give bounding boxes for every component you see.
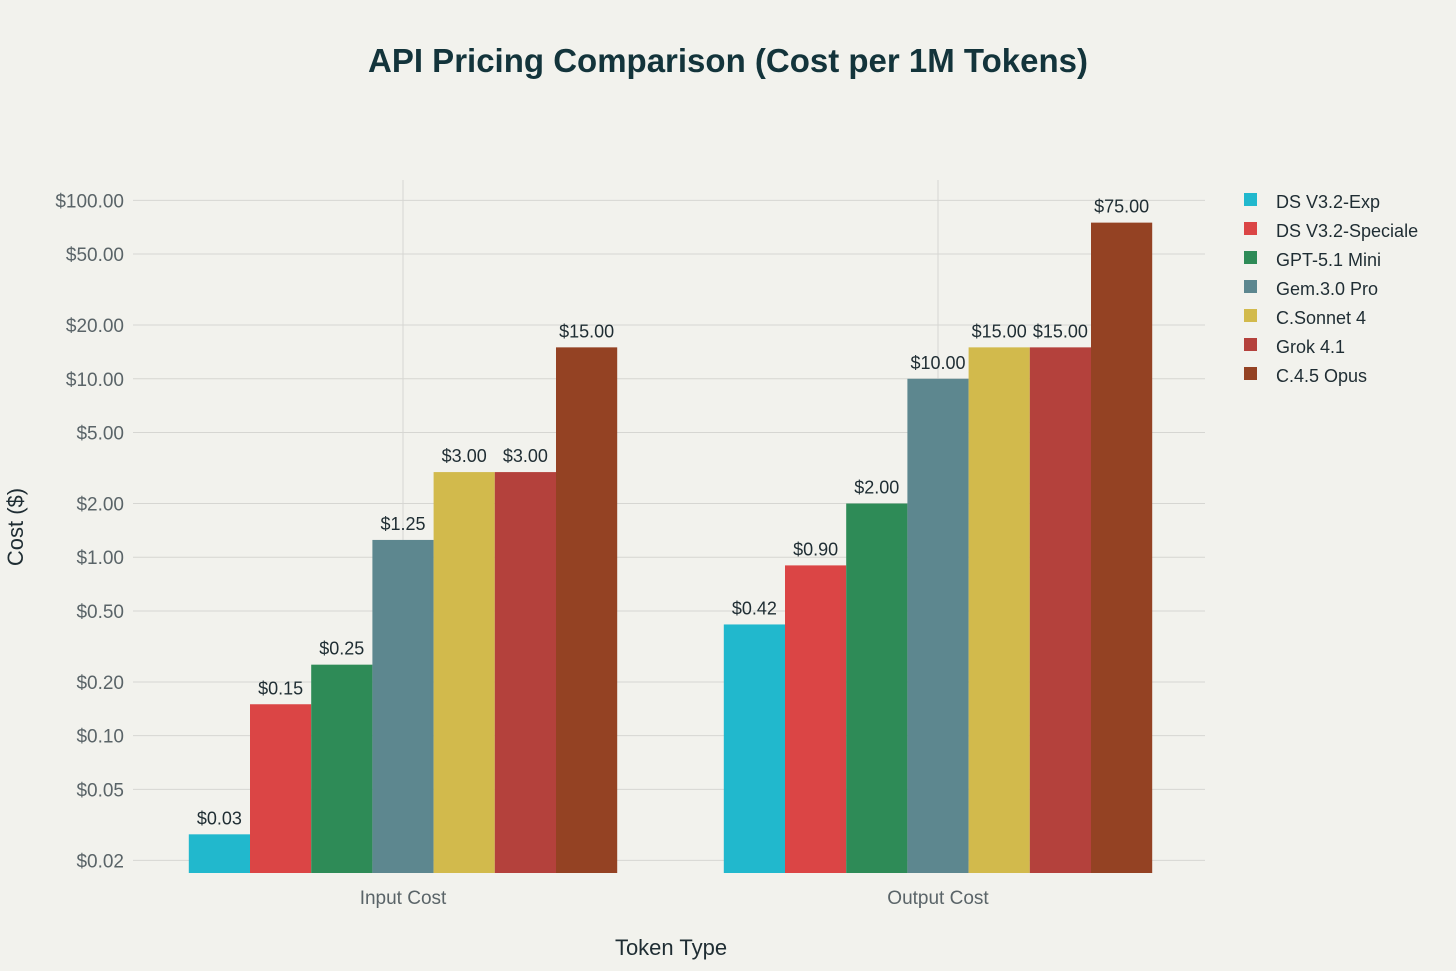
x-axis-title: Token Type xyxy=(615,935,727,960)
y-tick-label: $2.00 xyxy=(76,495,124,516)
bar xyxy=(1029,347,1091,873)
legend-swatch xyxy=(1244,367,1257,380)
bar xyxy=(188,834,250,873)
y-tick-label: $5.00 xyxy=(76,423,124,444)
bar xyxy=(372,539,434,873)
bar xyxy=(723,624,785,873)
bar xyxy=(1091,222,1153,873)
y-tick-label: $0.02 xyxy=(76,851,124,872)
bar xyxy=(785,565,847,873)
bar-value-label: $0.25 xyxy=(319,639,364,659)
y-tick-label: $0.50 xyxy=(76,602,124,623)
y-tick-label: $50.00 xyxy=(66,245,124,266)
y-tick-label: $100.00 xyxy=(55,191,124,212)
bar-value-label: $0.42 xyxy=(732,598,777,618)
legend-entry: C.4.5 Opus xyxy=(1276,366,1367,386)
chart-title: API Pricing Comparison (Cost per 1M Toke… xyxy=(368,42,1088,79)
bar-value-label: $3.00 xyxy=(442,446,487,466)
bar-value-label: $1.25 xyxy=(380,514,425,534)
y-tick-label: $0.05 xyxy=(76,780,124,801)
y-tick-label: $0.20 xyxy=(76,673,124,694)
legend-entry: GPT-5.1 Mini xyxy=(1276,250,1381,270)
bar-value-label: $0.03 xyxy=(197,808,242,828)
legend-swatch xyxy=(1244,251,1257,264)
bar xyxy=(556,347,618,873)
bar xyxy=(250,704,312,873)
bar-value-label: $2.00 xyxy=(854,478,899,498)
legend-swatch xyxy=(1244,222,1257,235)
legend: DS V3.2-Exp DS V3.2-Speciale GPT-5.1 Mini G… xyxy=(1244,192,1418,386)
x-tick-label: Output Cost xyxy=(887,888,989,909)
legend-entry: DS V3.2-Speciale xyxy=(1276,221,1418,241)
bar-value-label: $0.15 xyxy=(258,678,303,698)
bar-labels: $0.03 $0.42 $0.15 $0.90 $0.25 $2.00 $1.25 $10.0… xyxy=(197,197,1149,829)
bar-value-label: $10.00 xyxy=(910,353,965,373)
legend-entry: Grok 4.1 xyxy=(1276,337,1345,357)
bar-value-label: $75.00 xyxy=(1094,197,1149,217)
y-axis-ticks: $0.02 $0.05 $0.10 $0.20 $0.50 $1.00 $2.00 $5.00… xyxy=(55,191,124,872)
bars xyxy=(188,222,1153,873)
bar xyxy=(846,503,908,873)
bar-value-label: $15.00 xyxy=(1033,321,1088,341)
bar xyxy=(311,664,373,873)
legend-swatch xyxy=(1244,193,1257,206)
legend-swatch xyxy=(1244,338,1257,351)
bar-value-label: $15.00 xyxy=(559,321,614,341)
y-tick-label: $1.00 xyxy=(76,548,124,569)
bar xyxy=(494,472,556,873)
x-tick-label: Input Cost xyxy=(360,888,447,909)
bar-value-label: $0.90 xyxy=(793,539,838,559)
legend-swatch xyxy=(1244,280,1257,293)
bar-value-label: $15.00 xyxy=(972,321,1027,341)
y-tick-label: $10.00 xyxy=(66,370,124,391)
bar xyxy=(433,472,495,873)
legend-entry: DS V3.2-Exp xyxy=(1276,192,1380,212)
legend-entry: C.Sonnet 4 xyxy=(1276,308,1366,328)
bar-value-label: $3.00 xyxy=(503,446,548,466)
legend-entry: Gem.3.0 Pro xyxy=(1276,279,1378,299)
bar xyxy=(907,378,969,873)
bar xyxy=(968,347,1030,873)
legend-swatch xyxy=(1244,309,1257,322)
y-tick-label: $20.00 xyxy=(66,316,124,337)
x-axis-ticks: Input Cost Output Cost xyxy=(360,888,990,909)
y-axis-title: Cost ($) xyxy=(3,488,28,566)
y-tick-label: $0.10 xyxy=(76,727,124,748)
